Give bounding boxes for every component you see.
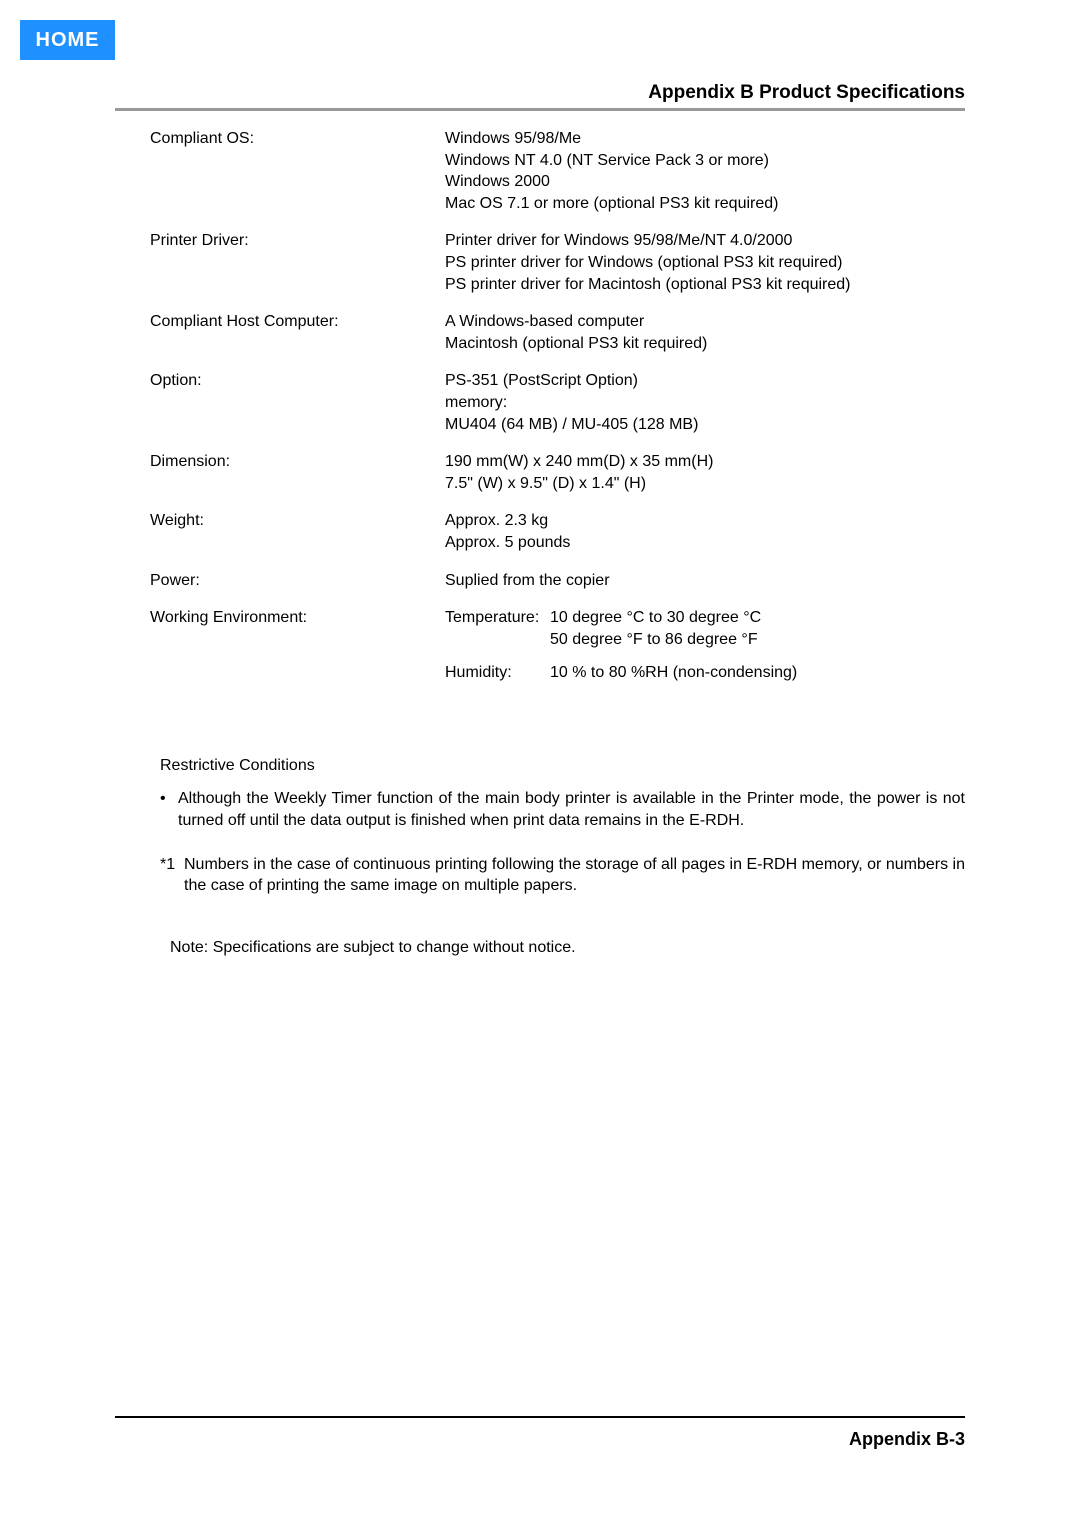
restrictive-bullet: • Although the Weekly Timer function of … bbox=[160, 788, 965, 831]
spec-change-note: Note: Specifications are subject to chan… bbox=[170, 937, 965, 959]
spec-value: 190 mm(W) x 240 mm(D) x 35 mm(H) 7.5" (W… bbox=[445, 451, 965, 494]
spec-value: A Windows-based computer Macintosh (opti… bbox=[445, 311, 965, 354]
spec-row: Weight: Approx. 2.3 kg Approx. 5 pounds bbox=[150, 510, 965, 569]
spec-label: Printer Driver: bbox=[150, 230, 445, 295]
working-env-table: Temperature: 10 degree °C to 30 degree °… bbox=[445, 607, 965, 684]
spec-value: PS-351 (PostScript Option) memory: MU404… bbox=[445, 370, 965, 435]
spec-value: Suplied from the copier bbox=[445, 570, 965, 592]
spec-row: Dimension: 190 mm(W) x 240 mm(D) x 35 mm… bbox=[150, 451, 965, 510]
spec-label: Compliant Host Computer: bbox=[150, 311, 445, 354]
restrictive-conditions: Restrictive Conditions • Although the We… bbox=[160, 755, 965, 959]
section-title: Appendix B Product Specifications bbox=[648, 82, 965, 104]
bullet-text: Although the Weekly Timer function of th… bbox=[178, 788, 965, 831]
spec-value: Printer driver for Windows 95/98/Me/NT 4… bbox=[445, 230, 965, 295]
spec-value: Approx. 2.3 kg Approx. 5 pounds bbox=[445, 510, 965, 553]
home-button[interactable]: HOME bbox=[20, 20, 115, 60]
env-value: 10 % to 80 %RH (non-condensing) bbox=[550, 662, 965, 684]
header-rule bbox=[115, 108, 965, 111]
env-row: Temperature: 10 degree °C to 30 degree °… bbox=[445, 607, 965, 650]
spec-label: Power: bbox=[150, 570, 445, 592]
page-number: Appendix B-3 bbox=[849, 1429, 965, 1450]
spec-row: Power: Suplied from the copier bbox=[150, 570, 965, 608]
footnote-marker: *1 bbox=[160, 854, 184, 897]
spec-label: Dimension: bbox=[150, 451, 445, 494]
spec-label: Weight: bbox=[150, 510, 445, 553]
spec-label: Compliant OS: bbox=[150, 128, 445, 214]
spec-label: Option: bbox=[150, 370, 445, 435]
footer-rule bbox=[115, 1416, 965, 1418]
footnote: *1 Numbers in the case of continuous pri… bbox=[160, 854, 965, 897]
env-row: Humidity: 10 % to 80 %RH (non-condensing… bbox=[445, 662, 965, 684]
footnote-text: Numbers in the case of continuous printi… bbox=[184, 854, 965, 897]
spec-row: Compliant Host Computer: A Windows-based… bbox=[150, 311, 965, 370]
restrictive-title: Restrictive Conditions bbox=[160, 755, 965, 777]
env-sublabel: Humidity: bbox=[445, 662, 550, 684]
bullet-marker: • bbox=[160, 788, 178, 831]
content-area: Compliant OS: Windows 95/98/Me Windows N… bbox=[150, 128, 965, 958]
spec-row: Compliant OS: Windows 95/98/Me Windows N… bbox=[150, 128, 965, 230]
spec-row: Option: PS-351 (PostScript Option) memor… bbox=[150, 370, 965, 451]
spec-row-working-env: Working Environment: Temperature: 10 deg… bbox=[150, 607, 965, 700]
env-value: 10 degree °C to 30 degree °C 50 degree °… bbox=[550, 607, 965, 650]
spec-label: Working Environment: bbox=[150, 607, 445, 684]
spec-value: Windows 95/98/Me Windows NT 4.0 (NT Serv… bbox=[445, 128, 965, 214]
env-sublabel: Temperature: bbox=[445, 607, 550, 650]
spec-row: Printer Driver: Printer driver for Windo… bbox=[150, 230, 965, 311]
